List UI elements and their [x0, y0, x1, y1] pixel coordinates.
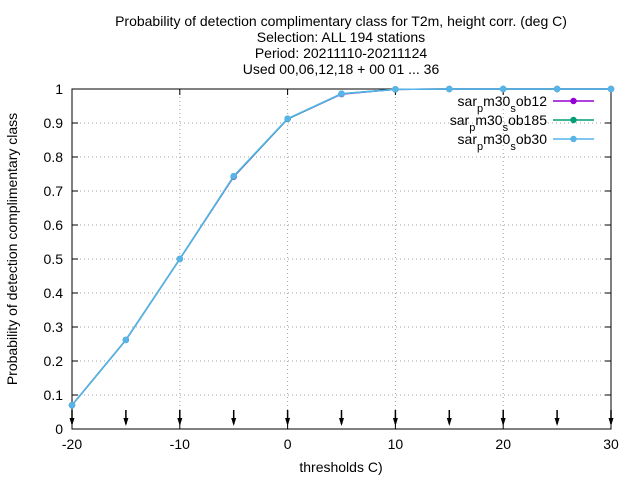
- title-line: Period: 20211110-20211124: [255, 45, 428, 61]
- event-marker: [554, 410, 560, 426]
- event-marker: [446, 410, 452, 426]
- y-tick-label: 0.1: [44, 387, 64, 403]
- legend-entry: sarpm30sob185: [450, 112, 594, 134]
- legend-label: sarpm30sob30: [458, 131, 548, 153]
- y-tick-label: 0.4: [44, 285, 64, 301]
- data-point: [122, 336, 130, 344]
- series: [68, 85, 615, 409]
- y-tick-label: 0.3: [44, 319, 64, 335]
- event-marker: [69, 410, 75, 426]
- legend-label: sarpm30sob185: [450, 112, 547, 134]
- x-tick-label: 0: [284, 436, 292, 452]
- data-point: [446, 85, 453, 93]
- event-marker: [231, 410, 237, 426]
- title-line: Selection: ALL 194 stations: [257, 29, 425, 45]
- legend-label: sarpm30sob12: [458, 93, 548, 115]
- event-marker: [339, 410, 344, 426]
- legend-swatch-point: [570, 116, 577, 124]
- legend-swatch-point: [570, 135, 577, 143]
- event-marker: [285, 410, 291, 426]
- x-tick-labels: -20 -10 0 10 20 30: [62, 436, 619, 452]
- event-marker: [608, 410, 614, 426]
- event-marker: [177, 410, 183, 426]
- grid: [72, 89, 611, 429]
- x-axis-label: thresholds C): [299, 459, 382, 475]
- x-tick-label: 30: [603, 436, 619, 452]
- data-point: [392, 86, 399, 93]
- series-ob30: [68, 85, 615, 409]
- y-tick-label: 1: [55, 81, 63, 97]
- event-marker: [500, 410, 506, 426]
- data-point: [500, 85, 507, 93]
- x-tick-label: 10: [388, 436, 404, 452]
- data-point: [338, 90, 345, 97]
- x-tick-label: 20: [495, 436, 511, 452]
- data-point: [230, 172, 237, 180]
- y-tick-label: 0.7: [44, 183, 64, 199]
- event-marker: [123, 410, 129, 426]
- y-axis-label: Probability of detection complimentary c…: [4, 113, 20, 385]
- y-tick-labels: 0 0.1 0.2 0.3 0.4 0.5 0.6 0.7 0.8 0.9 1: [44, 81, 64, 437]
- chart-title: Probability of detection complimentary c…: [115, 13, 567, 77]
- y-tick-label: 0.2: [44, 353, 64, 369]
- x-tick-label: -20: [62, 436, 82, 452]
- data-point: [176, 255, 183, 263]
- y-tick-label: 0.8: [44, 149, 64, 165]
- y-tick-label: 0.6: [44, 217, 64, 233]
- data-point: [607, 85, 615, 93]
- event-marker: [392, 410, 398, 426]
- data-point: [284, 115, 291, 122]
- data-point: [553, 85, 561, 93]
- legend-swatch-point: [570, 97, 577, 105]
- y-tick-label: 0: [55, 421, 63, 437]
- legend-entry: sarpm30sob12: [458, 93, 594, 115]
- data-point: [68, 402, 76, 409]
- legend-entry: sarpm30sob30: [458, 131, 594, 153]
- x-tick-label: -10: [170, 436, 190, 452]
- title-line: Probability of detection complimentary c…: [115, 13, 567, 29]
- y-tick-label: 0.9: [44, 115, 64, 131]
- event-markers: [69, 410, 614, 426]
- title-line: Used 00,06,12,18 + 00 01 ... 36: [243, 61, 440, 77]
- y-tick-label: 0.5: [44, 251, 64, 267]
